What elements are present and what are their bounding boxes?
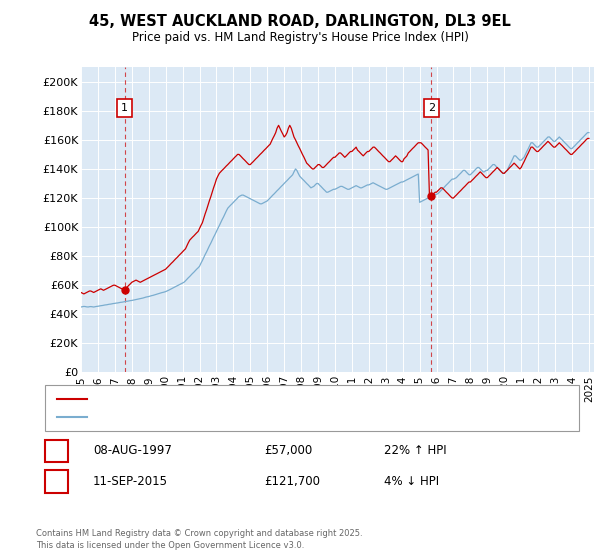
Text: 08-AUG-1997: 08-AUG-1997 [93, 444, 172, 458]
Text: 45, WEST AUCKLAND ROAD, DARLINGTON, DL3 9EL (semi-detached house): 45, WEST AUCKLAND ROAD, DARLINGTON, DL3 … [93, 394, 469, 404]
Text: 45, WEST AUCKLAND ROAD, DARLINGTON, DL3 9EL: 45, WEST AUCKLAND ROAD, DARLINGTON, DL3 … [89, 14, 511, 29]
Text: 4% ↓ HPI: 4% ↓ HPI [384, 475, 439, 488]
Text: 22% ↑ HPI: 22% ↑ HPI [384, 444, 446, 458]
Text: 1: 1 [53, 444, 60, 458]
Text: 2: 2 [428, 103, 435, 113]
Text: HPI: Average price, semi-detached house, Darlington: HPI: Average price, semi-detached house,… [93, 412, 358, 422]
Text: Contains HM Land Registry data © Crown copyright and database right 2025.
This d: Contains HM Land Registry data © Crown c… [36, 529, 362, 550]
Text: £121,700: £121,700 [264, 475, 320, 488]
Text: Price paid vs. HM Land Registry's House Price Index (HPI): Price paid vs. HM Land Registry's House … [131, 31, 469, 44]
Text: 2: 2 [53, 475, 60, 488]
Text: 1: 1 [121, 103, 128, 113]
Text: £57,000: £57,000 [264, 444, 312, 458]
Text: 11-SEP-2015: 11-SEP-2015 [93, 475, 168, 488]
